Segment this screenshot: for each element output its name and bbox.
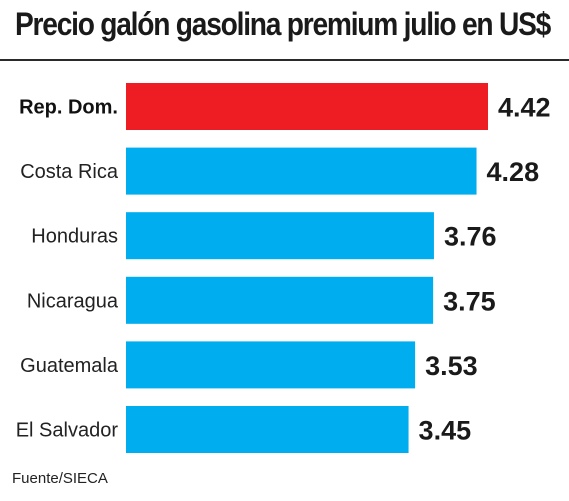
bar-el-salvador [126, 406, 409, 453]
value-label-el-salvador: 3.45 [419, 416, 472, 446]
category-label-nicaragua: Nicaragua [27, 290, 119, 312]
chart-title: Precio galón gasolina premium julio en U… [15, 6, 551, 42]
category-label-costa-rica: Costa Rica [20, 161, 119, 183]
bar-rep-dom [126, 83, 488, 130]
bars-layer: Rep. Dom. 4.42 Costa Rica 4.28 Honduras 3.76 N… [16, 83, 551, 453]
category-label-honduras: Honduras [31, 226, 118, 248]
category-label-rep-dom: Rep. Dom. [19, 97, 118, 119]
bar-guatemala [126, 341, 416, 389]
value-label-nicaragua: 3.75 [443, 286, 496, 316]
value-label-costa-rica: 4.28 [487, 157, 540, 187]
value-label-honduras: 3.76 [444, 222, 497, 252]
value-label-guatemala: 3.53 [425, 351, 478, 381]
bar-honduras [126, 212, 434, 260]
category-label-el-salvador: El Salvador [16, 420, 119, 442]
bar-nicaragua [126, 276, 434, 324]
category-label-guatemala: Guatemala [20, 355, 119, 377]
source-note: Fuente/SIECA [12, 470, 108, 487]
value-label-rep-dom: 4.42 [498, 93, 551, 123]
bar-costa-rica [126, 147, 477, 195]
title-divider [0, 59, 569, 61]
